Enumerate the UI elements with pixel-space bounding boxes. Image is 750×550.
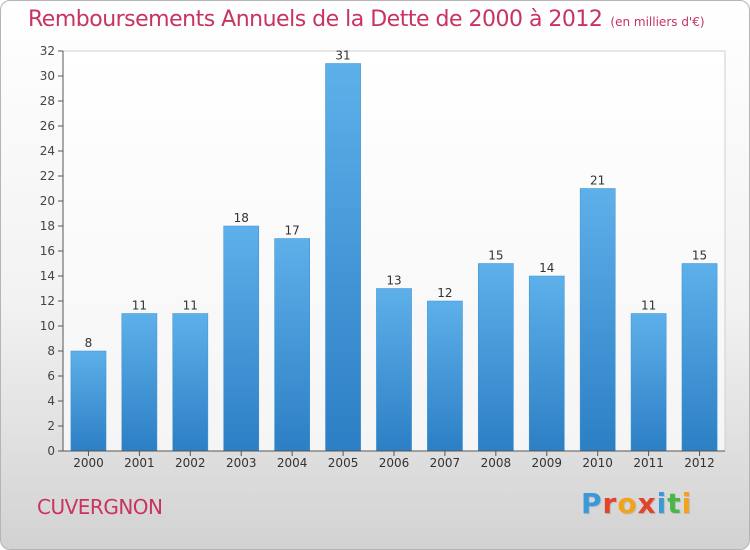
bar-2012 [681, 263, 718, 452]
bar-value-label: 12 [437, 286, 452, 300]
city-name: CUVERGNON [37, 495, 163, 519]
x-tick-label: 2006 [379, 456, 410, 470]
y-tick-label: 18 [40, 219, 55, 233]
x-tick-label: 2002 [175, 456, 206, 470]
y-tick-label: 20 [40, 194, 55, 208]
y-tick-label: 14 [40, 269, 55, 283]
bar-2004 [274, 238, 310, 452]
bar-value-label: 8 [85, 336, 93, 350]
y-tick-label: 26 [40, 119, 55, 133]
x-tick-label: 2008 [481, 456, 512, 470]
x-tick-label: 2001 [124, 456, 155, 470]
bar-2011 [630, 313, 667, 452]
y-tick-label: 6 [47, 369, 55, 383]
logo-letter: t [667, 487, 682, 520]
x-tick-label: 2009 [531, 456, 562, 470]
logo-letter: i [656, 487, 668, 520]
bar-value-label: 18 [234, 211, 249, 225]
chart-title: Remboursements Annuels de la Dette de 20… [28, 7, 705, 32]
bar-2006 [376, 288, 412, 452]
x-tick-label: 2010 [582, 456, 613, 470]
bar-2009 [528, 275, 565, 452]
bar-2005 [325, 63, 361, 452]
logo-letter: P [581, 487, 603, 520]
y-tick-label: 30 [40, 69, 55, 83]
bars: 8 11 11 18 17 31 13 12 15 14 21 11 15 [70, 49, 718, 452]
x-tick-label: 2012 [684, 456, 715, 470]
bar-2002 [172, 313, 209, 452]
chart-title-text: Remboursements Annuels de la Dette de 20… [28, 7, 603, 32]
bar-2007 [427, 300, 463, 452]
y-tick-label: 0 [47, 444, 55, 458]
x-axis: 2000 2001 2002 2003 2004 2005 2006 2007 2008 2009… [63, 450, 725, 470]
x-tick-label: 2000 [73, 456, 104, 470]
x-tick-label: 2005 [328, 456, 359, 470]
bar-value-label: 21 [590, 174, 605, 188]
x-tick-label: 2007 [430, 456, 461, 470]
y-tick-label: 16 [40, 244, 55, 258]
y-tick-label: 22 [40, 169, 55, 183]
chart-unit: (en milliers d'€) [610, 15, 705, 29]
y-tick-label: 4 [47, 394, 55, 408]
bar-value-label: 15 [692, 249, 707, 263]
bar-value-label: 13 [386, 274, 401, 288]
logo-letter: o [617, 487, 638, 520]
bar-value-label: 11 [641, 299, 656, 313]
y-tick-label: 2 [47, 419, 55, 433]
y-tick-label: 12 [40, 294, 55, 308]
logo-letter: r [602, 487, 618, 520]
x-tick-label: 2011 [633, 456, 664, 470]
bar-value-label: 31 [335, 49, 350, 63]
logo-letter: i [681, 487, 693, 520]
y-tick-label: 10 [40, 319, 55, 333]
bar-2001 [121, 313, 158, 452]
bar-2003 [223, 225, 260, 452]
bar-2010 [579, 188, 616, 452]
bar-2000 [70, 350, 107, 452]
y-tick-label: 28 [40, 94, 55, 108]
x-tick-label: 2003 [226, 456, 257, 470]
y-tick-label: 24 [40, 144, 55, 158]
logo-letter: x [637, 487, 657, 520]
bar-value-label: 11 [132, 299, 147, 313]
y-tick-label: 32 [40, 44, 55, 58]
x-tick-label: 2004 [277, 456, 308, 470]
bar-value-label: 17 [285, 224, 300, 238]
bar-value-label: 14 [539, 261, 554, 275]
bar-value-label: 11 [183, 299, 198, 313]
bar-value-label: 15 [488, 249, 503, 263]
y-tick-label: 8 [47, 344, 55, 358]
bar-2008 [478, 263, 514, 452]
proxiti-logo: Proxiti [581, 487, 692, 520]
